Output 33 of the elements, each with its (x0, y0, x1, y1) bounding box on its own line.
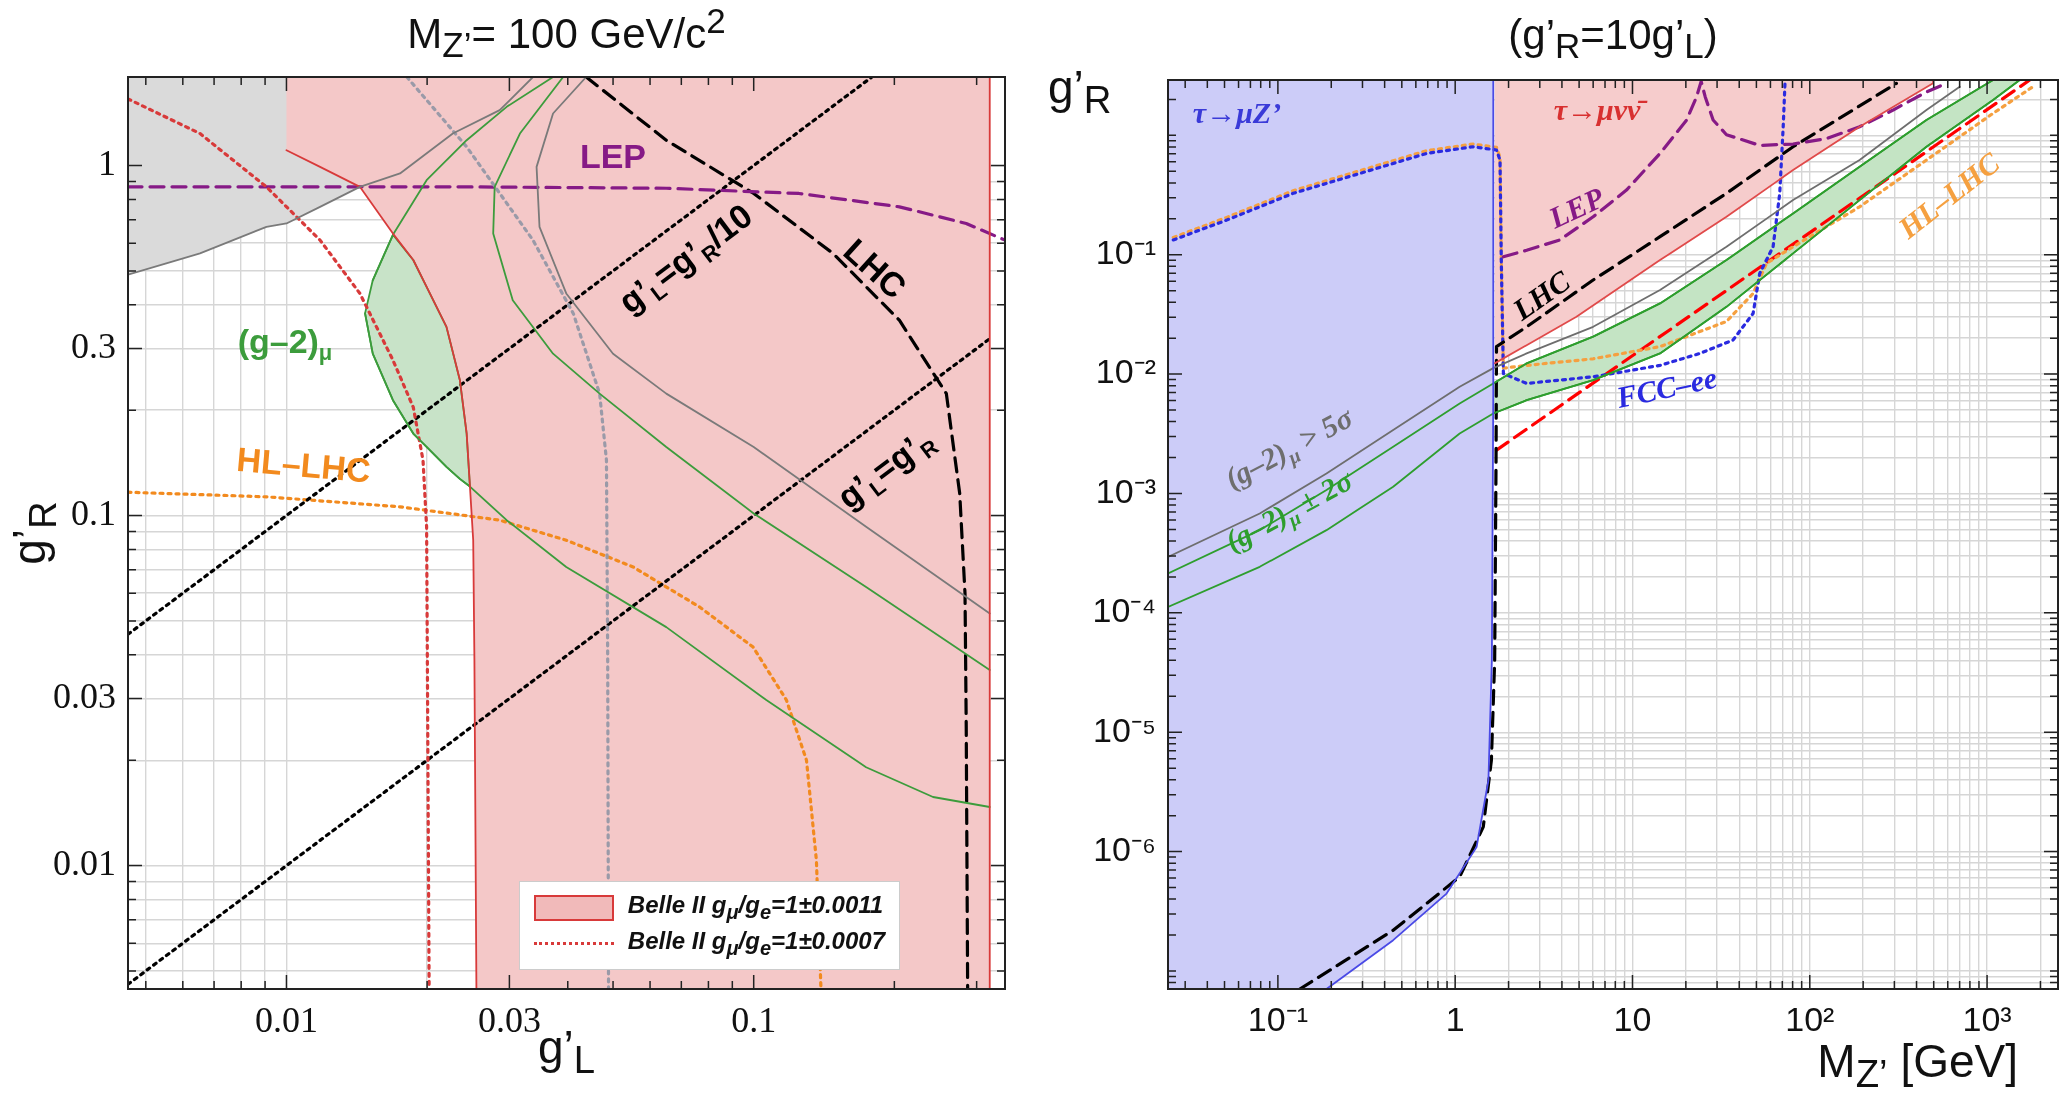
annotation: FCC–ee (1612, 360, 1720, 415)
annotation: τ→μνν̄ (1553, 93, 1649, 127)
x-tick-label: 10 (1613, 999, 1652, 1038)
x-tick-label: 0.01 (254, 1000, 318, 1041)
y-tick-label: 0.03 (53, 676, 116, 717)
legend-label: Belle II g$_{μ}$/g$_{e}$=1±0.0007 (627, 927, 885, 960)
y-tick-label: 10⁻³ (1095, 471, 1156, 510)
x-tick-label: 10² (1785, 999, 1835, 1038)
annotation: g’L=g’R (829, 429, 944, 517)
y-tick-label: 10⁻¹ (1095, 233, 1156, 272)
annotation: LEP (579, 137, 647, 176)
x-tick-label: 10³ (1962, 999, 2012, 1038)
annotation: LEP (1542, 180, 1610, 235)
x-tick-label: 1 (1445, 999, 1465, 1038)
y-axis-title: g’$_{R}$ (1048, 61, 1112, 122)
legend-label: Belle II g$_{μ}$/g$_{e}$=1±0.0011 (627, 891, 884, 925)
y-tick-label: 10⁻⁵ (1093, 710, 1156, 749)
x-axis-title: M$_{Z’}$ [GeV] (1817, 1035, 2018, 1096)
y-tick-label: 10⁻⁴ (1092, 591, 1156, 630)
chart-title: M$_{Z’}$= 100 GeV/c$^{2}$ (407, 1, 726, 65)
y-tick-label: 10⁻⁶ (1093, 829, 1156, 868)
annotation: HL–LHC (235, 439, 373, 490)
x-tick-label: 0.1 (731, 1000, 777, 1041)
y-tick-label: 0.3 (71, 325, 116, 366)
y-tick-label: 0.1 (71, 492, 116, 533)
y-tick-label: 10⁻² (1095, 352, 1156, 391)
annotation: LHC (1505, 263, 1577, 327)
chart-title: (g’$_{R}$=10g’$_{L}$) (1508, 11, 1718, 66)
annotation: τ→μZ’ (1192, 95, 1282, 129)
x-tick-label: 10⁻¹ (1247, 999, 1308, 1038)
annotation: g’L=g’R/10 (610, 195, 760, 321)
y-tick-label: 1 (98, 142, 116, 183)
y-tick-label: 0.01 (53, 843, 116, 884)
